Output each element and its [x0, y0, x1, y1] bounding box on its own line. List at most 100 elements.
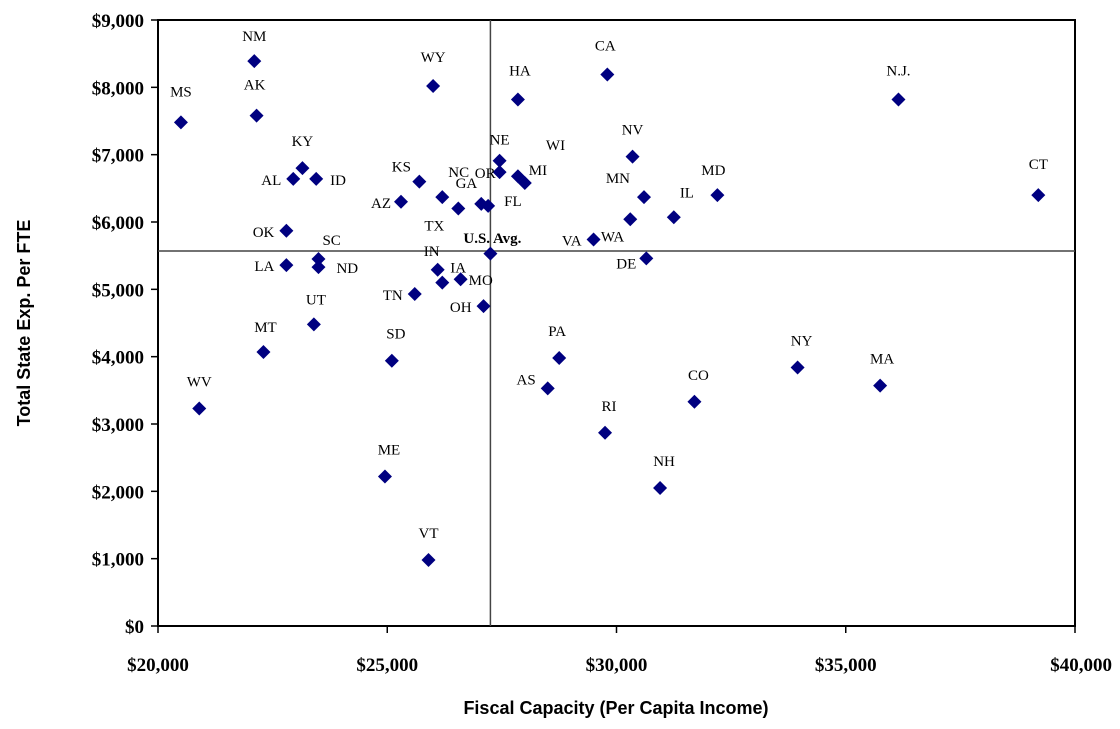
- point-label-la: LA: [254, 259, 274, 275]
- point-label-wv: WV: [187, 375, 212, 391]
- y-tick-label: $4,000: [92, 348, 144, 369]
- point-label-ks: KS: [392, 160, 411, 176]
- point-label-nd: ND: [336, 261, 358, 277]
- point-label-nj: N.J.: [886, 63, 910, 79]
- point-label-sd: SD: [386, 327, 405, 343]
- point-label-pa: PA: [548, 324, 566, 340]
- y-tick-label: $7,000: [92, 146, 144, 167]
- data-point-ny: [790, 360, 805, 375]
- y-tick-label: $0: [125, 617, 144, 638]
- data-point-or: [492, 165, 507, 180]
- data-point-ms: [173, 115, 188, 130]
- data-point-ha: [510, 92, 525, 107]
- data-point-mn: [637, 190, 652, 205]
- data-point-la: [279, 258, 294, 273]
- us-avg-label: U.S. Avg.: [463, 231, 521, 247]
- point-label-mn: MN: [606, 171, 630, 187]
- point-label-nc: NC: [448, 165, 469, 181]
- point-label-ky: KY: [292, 134, 314, 150]
- point-label-wa: WA: [601, 229, 624, 245]
- data-point-ca: [600, 67, 615, 82]
- point-label-tn: TN: [383, 288, 403, 304]
- point-label-id: ID: [330, 173, 346, 189]
- point-label-ca: CA: [595, 39, 616, 55]
- point-label-va: VA: [562, 234, 582, 250]
- data-point-nj: [891, 92, 906, 107]
- data-point-ri: [598, 425, 613, 440]
- point-label-ia: IA: [450, 261, 466, 277]
- point-label-mo: MO: [469, 273, 493, 289]
- point-label-or: OR: [475, 166, 496, 182]
- point-label-ma: MA: [870, 352, 894, 368]
- point-label-ha: HA: [509, 63, 531, 79]
- point-label-il: IL: [680, 185, 694, 201]
- point-label-sc: SC: [322, 233, 340, 249]
- data-point-nv: [625, 149, 640, 164]
- y-tick-label: $2,000: [92, 482, 144, 503]
- data-point-ky: [295, 161, 310, 176]
- point-label-oh: OH: [450, 300, 472, 316]
- data-point-ma: [873, 378, 888, 393]
- point-label-tx: TX: [424, 219, 444, 235]
- data-point-ct: [1031, 188, 1046, 203]
- data-point-nh: [653, 480, 668, 495]
- data-point-mt: [256, 344, 271, 359]
- reference-lines: [158, 20, 1075, 626]
- data-point-ak: [249, 108, 264, 123]
- point-label-wy: WY: [421, 50, 446, 66]
- x-tick-label: $35,000: [815, 655, 877, 676]
- data-point-wy: [426, 78, 441, 93]
- point-label-ny: NY: [791, 333, 813, 349]
- point-label-ok: OK: [253, 225, 275, 241]
- y-tick-label: $8,000: [92, 78, 144, 99]
- x-tick-label: $40,000: [1050, 655, 1112, 676]
- y-tick-label: $6,000: [92, 213, 144, 234]
- y-tick-label: $5,000: [92, 280, 144, 301]
- data-point-az: [394, 194, 409, 209]
- point-label-nh: NH: [653, 454, 675, 470]
- data-point-nm: [247, 54, 262, 69]
- y-axis-title: Total State Exp. Per FTE: [14, 220, 34, 427]
- point-label-vt: VT: [419, 526, 439, 542]
- x-axis-title: Fiscal Capacity (Per Capita Income): [463, 698, 768, 718]
- y-tick-label: $3,000: [92, 415, 144, 436]
- x-tick-label: $25,000: [356, 655, 418, 676]
- data-point-oh: [476, 299, 491, 314]
- point-labels: MS NM AK WY HA CA N.J. KY AL ID KS NC AZ TX GA NE OR WI MI…: [170, 29, 1048, 542]
- data-point-md: [710, 188, 725, 203]
- data-point-de: [639, 251, 654, 266]
- y-axis-ticks: $0 $1,000 $2,000 $3,000 $4,000 $5,000 $6,000 $7…: [92, 11, 158, 638]
- data-point-sd: [384, 353, 399, 368]
- point-label-wi: WI: [546, 138, 565, 154]
- data-point-va: [586, 232, 601, 247]
- data-point-id: [309, 171, 324, 186]
- point-label-nv: NV: [622, 123, 644, 139]
- data-point-pa: [552, 351, 567, 366]
- y-tick-label: $9,000: [92, 11, 144, 32]
- point-label-ms: MS: [170, 84, 192, 100]
- data-point-ks: [412, 174, 427, 189]
- point-label-ga: GA: [456, 176, 478, 192]
- point-label-co: CO: [688, 368, 709, 384]
- data-point-us-avg: [483, 246, 498, 261]
- data-point-mi: [517, 175, 532, 190]
- data-points: [173, 54, 1046, 568]
- data-point-ok: [279, 223, 294, 238]
- point-label-mi: MI: [529, 163, 547, 179]
- data-point-in: [430, 262, 445, 277]
- point-label-me: ME: [378, 443, 401, 459]
- point-label-ri: RI: [602, 399, 617, 415]
- point-label-fl: FL: [504, 194, 522, 210]
- point-label-as: AS: [517, 372, 536, 388]
- point-label-nm: NM: [242, 29, 266, 45]
- point-label-mt: MT: [254, 320, 277, 336]
- point-label-in: IN: [424, 244, 440, 260]
- data-point-ia: [435, 275, 450, 290]
- point-label-az: AZ: [371, 196, 391, 212]
- data-point-sc: [311, 252, 326, 267]
- data-point-tn: [407, 287, 422, 302]
- data-point-me: [377, 469, 392, 484]
- data-point-mo: [453, 272, 468, 287]
- data-point-wa: [623, 212, 638, 227]
